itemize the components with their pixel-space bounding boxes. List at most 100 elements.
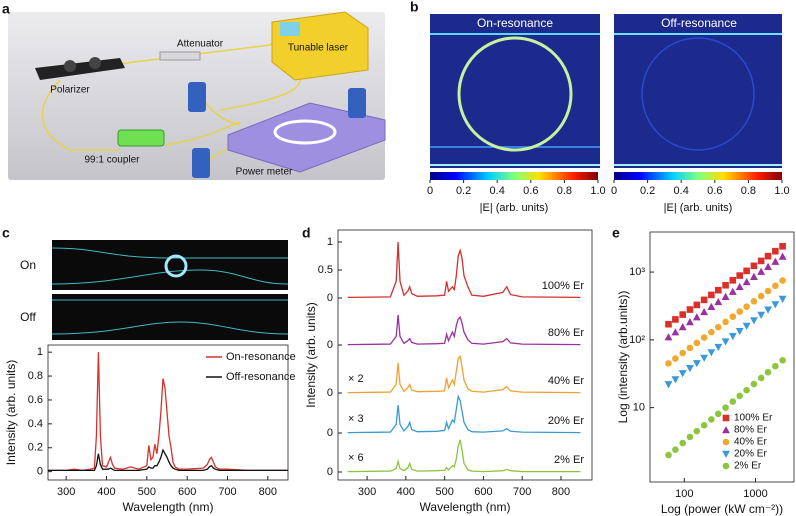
point bbox=[679, 439, 687, 447]
point bbox=[700, 421, 708, 429]
ring-field bbox=[457, 36, 573, 152]
colorbar-label: |E| (arb. units) bbox=[480, 202, 549, 214]
series-line bbox=[347, 314, 581, 346]
setup-label: Tunable laser bbox=[288, 43, 349, 54]
legend-label: Off-resonance bbox=[226, 371, 296, 383]
point bbox=[735, 282, 744, 291]
point bbox=[671, 328, 680, 336]
power-meter bbox=[192, 148, 210, 178]
y-tick-label: 10 bbox=[633, 402, 645, 414]
point bbox=[665, 360, 672, 367]
colorbar-tick-label: 0.4 bbox=[490, 185, 505, 197]
point bbox=[722, 318, 729, 326]
point bbox=[714, 297, 723, 306]
point bbox=[736, 272, 744, 279]
annotation: × 6 bbox=[348, 452, 364, 464]
y-tick-label: 0 bbox=[327, 427, 333, 439]
ring-field bbox=[641, 37, 755, 151]
legend-swatch bbox=[722, 414, 730, 422]
point bbox=[700, 296, 708, 304]
panel-label: d bbox=[302, 225, 311, 241]
point bbox=[707, 349, 716, 357]
point bbox=[679, 311, 687, 318]
point bbox=[686, 433, 694, 441]
point bbox=[693, 301, 701, 309]
colorbar-tick-label: 0 bbox=[427, 185, 433, 197]
ring bbox=[273, 119, 337, 145]
point bbox=[708, 291, 715, 299]
series-line bbox=[347, 241, 581, 299]
y-tick-label: 0 bbox=[327, 466, 333, 478]
point bbox=[693, 427, 701, 435]
point bbox=[678, 370, 687, 378]
legend-label: 2% Er bbox=[734, 461, 762, 472]
point bbox=[729, 398, 737, 405]
point bbox=[714, 286, 722, 294]
colorbar bbox=[430, 172, 598, 180]
x-tick-label: 300 bbox=[358, 486, 376, 498]
x-tick-label: 1000 bbox=[743, 488, 767, 500]
x-tick-label: 500 bbox=[138, 486, 156, 498]
x-tick-label: 400 bbox=[97, 486, 115, 498]
x-tick-label: 600 bbox=[474, 486, 492, 498]
series-label: 100% Er bbox=[542, 280, 585, 292]
point bbox=[757, 374, 765, 382]
point bbox=[672, 355, 679, 362]
point bbox=[735, 327, 744, 336]
point bbox=[736, 392, 744, 400]
colorbar-tick-label: 0.2 bbox=[456, 185, 471, 197]
point bbox=[686, 306, 694, 313]
series-label: 40% Er bbox=[548, 375, 584, 387]
y-tick-label: 0 bbox=[37, 466, 43, 478]
point bbox=[771, 301, 780, 309]
x-tick-label: 300 bbox=[57, 486, 75, 498]
laser-screen bbox=[280, 22, 300, 36]
fiber bbox=[41, 34, 361, 161]
panel-label: c bbox=[2, 225, 10, 241]
map-title: On-resonance bbox=[477, 16, 553, 30]
colorbar-tick-label: 0.6 bbox=[707, 185, 722, 197]
panel-label: a bbox=[2, 1, 10, 17]
y-tick-label: 0 bbox=[327, 387, 333, 399]
point bbox=[686, 318, 694, 326]
point bbox=[757, 292, 765, 300]
waveguide bbox=[51, 299, 289, 335]
y-tick-label: 0.2 bbox=[28, 442, 43, 454]
colorbar-tick-label: 0 bbox=[611, 185, 617, 197]
point bbox=[664, 333, 673, 341]
point bbox=[700, 354, 709, 362]
image-on bbox=[52, 240, 288, 290]
plot-frame bbox=[649, 231, 795, 483]
point bbox=[772, 247, 779, 255]
point bbox=[693, 339, 701, 347]
point bbox=[736, 308, 744, 315]
legend-label: 20% Er bbox=[734, 449, 767, 460]
x-tick-label: 100 bbox=[675, 488, 693, 500]
point bbox=[764, 287, 772, 295]
y-tick-label: 0.5 bbox=[318, 264, 333, 276]
point bbox=[779, 277, 786, 284]
microscope-images bbox=[51, 240, 289, 340]
point bbox=[743, 386, 750, 394]
panel-label: e bbox=[612, 225, 620, 241]
setup-label: Polarizer bbox=[50, 85, 90, 96]
x-axis-label: Log (power (kW cm⁻²)) bbox=[661, 502, 783, 516]
point bbox=[778, 295, 787, 303]
legend-swatch bbox=[722, 426, 730, 434]
annotation: × 2 bbox=[348, 373, 364, 385]
point bbox=[672, 316, 679, 323]
x-axis-label: Wavelength (nm) bbox=[420, 500, 511, 514]
x-tick-label: 800 bbox=[259, 486, 277, 498]
y-tick-label: 0 bbox=[327, 292, 333, 304]
point bbox=[742, 322, 751, 330]
point bbox=[721, 338, 730, 346]
series-line bbox=[347, 394, 581, 434]
point bbox=[757, 311, 766, 319]
series-line bbox=[48, 448, 288, 472]
point bbox=[757, 267, 766, 275]
point bbox=[722, 404, 729, 411]
point bbox=[750, 262, 758, 270]
series-label: 20% Er bbox=[548, 415, 584, 427]
legend-label: 100% Er bbox=[734, 413, 773, 424]
y-tick-label: 0.6 bbox=[28, 394, 43, 406]
